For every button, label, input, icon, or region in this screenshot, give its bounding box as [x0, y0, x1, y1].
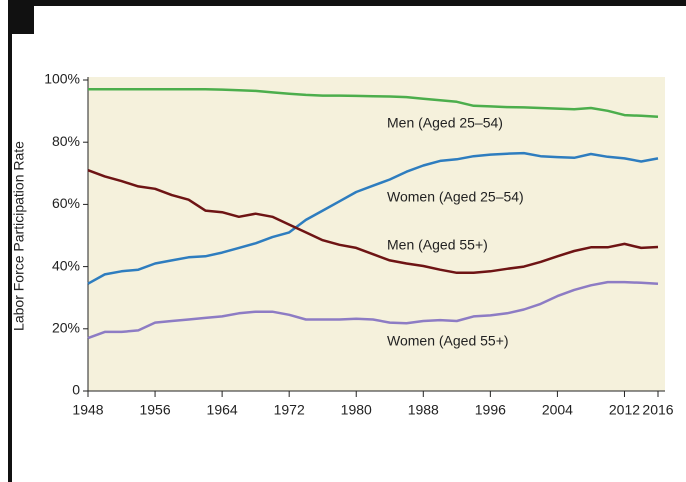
series-line — [87, 280, 659, 340]
x-tick-label: 1988 — [408, 402, 439, 418]
corner-block — [8, 0, 34, 34]
frame-left — [8, 0, 12, 482]
y-tick-label: 100% — [44, 71, 80, 87]
x-tick-label: 1980 — [341, 402, 372, 418]
series-line — [87, 169, 659, 275]
x-tick-label: 1964 — [207, 402, 238, 418]
x-tick-label: 1996 — [475, 402, 506, 418]
x-tick-label: 2016 — [642, 402, 673, 418]
series-line — [87, 151, 659, 285]
y-axis-label: Labor Force Participation Rate — [11, 141, 27, 331]
y-tick-label: 0 — [72, 382, 80, 398]
x-tick-label: 1948 — [72, 402, 103, 418]
series-label: Women (Aged 25–54) — [387, 189, 524, 205]
y-tick-label: 80% — [52, 133, 80, 149]
series-label: Men (Aged 25–54) — [387, 115, 503, 131]
series-label: Men (Aged 55+) — [387, 237, 488, 253]
x-tick-label: 2012 — [609, 402, 640, 418]
y-tick-label: 60% — [52, 195, 80, 211]
series-label: Women (Aged 55+) — [387, 333, 509, 349]
frame-top — [8, 0, 686, 6]
y-tick-label: 20% — [52, 320, 80, 336]
x-tick-label: 2004 — [542, 402, 573, 418]
series-line — [88, 88, 659, 118]
plot-background — [88, 77, 665, 391]
x-tick-label: 1972 — [274, 402, 305, 418]
y-tick-label: 40% — [52, 257, 80, 273]
x-tick-label: 1956 — [139, 402, 170, 418]
